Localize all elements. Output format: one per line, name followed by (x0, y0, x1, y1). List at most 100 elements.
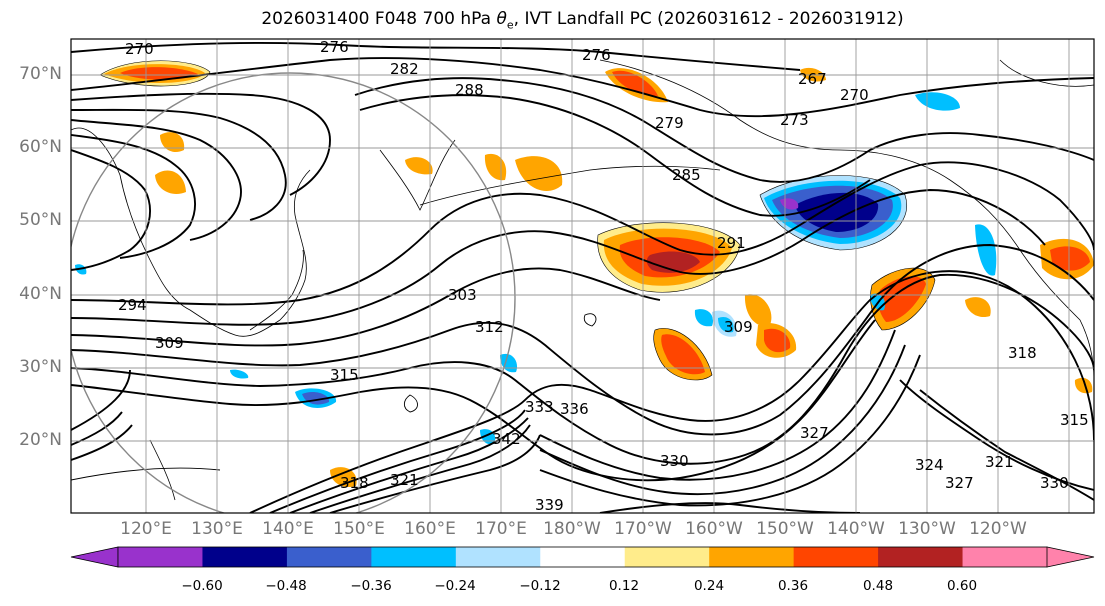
lon-label: 160°W (685, 519, 743, 539)
shade-neg (230, 369, 249, 379)
contour-label: 282 (390, 60, 419, 78)
shade-pos (155, 170, 186, 195)
shade-neg (500, 353, 518, 373)
colorbar-tick-label: 0.60 (946, 578, 978, 594)
contour-line (71, 57, 1094, 118)
colorbar-segment (455, 547, 541, 567)
contour-line (329, 434, 541, 513)
contour-label: 285 (672, 166, 701, 184)
contour-line (71, 42, 801, 71)
contour-label: 342 (492, 430, 521, 448)
shade-pos (160, 132, 185, 153)
contour-label: 318 (1008, 344, 1037, 362)
contour-line (71, 244, 1094, 436)
contour-label: 327 (945, 474, 974, 492)
colorbar-tick-label: 0.48 (862, 578, 894, 594)
colorbar-frame (117, 546, 1048, 568)
contour-line (71, 319, 876, 482)
contour-label: 291 (717, 234, 746, 252)
contour-label: 270 (840, 86, 869, 104)
lon-label: 130°W (898, 519, 956, 539)
coastline-japan (249, 249, 304, 331)
lon-label: 180°W (543, 519, 601, 539)
coastline-sea (149, 439, 176, 501)
colorbar-segment (202, 547, 288, 567)
lat-label: 50°N (19, 210, 62, 230)
contour-label: 339 (535, 496, 564, 514)
contour-labels: 270 276 282 288 276 267 270 273 279 285 … (118, 38, 1089, 514)
contour-label: 336 (560, 400, 589, 418)
shade-pos (878, 276, 926, 322)
shading-layer (75, 60, 1094, 488)
contour-label: 309 (155, 334, 184, 352)
shade-pos (120, 67, 198, 80)
contour-line (71, 108, 287, 221)
contour-line (599, 502, 861, 513)
colorbar-segment (709, 547, 795, 567)
lat-label: 40°N (19, 284, 62, 304)
coastline-asia (71, 127, 311, 337)
shading-outline (99, 60, 936, 381)
lon-label: 170°E (475, 519, 527, 539)
lon-label: 170°W (614, 519, 672, 539)
contour-line (359, 94, 871, 217)
coastline-aleutians (419, 165, 721, 206)
contour-line (269, 409, 526, 513)
colorbar-tick-label: −0.24 (434, 578, 476, 594)
contour-label: 276 (582, 46, 611, 64)
coastline-alaska (599, 59, 1094, 381)
lon-label: 140°E (262, 519, 314, 539)
shade-neg (795, 192, 879, 232)
contour-line (71, 189, 1046, 326)
colorbar-segment (540, 547, 626, 567)
lon-label: 130°E (191, 519, 243, 539)
lon-label: 120°E (120, 519, 172, 539)
lon-label: 150°W (756, 519, 814, 539)
contour-label: 276 (320, 38, 349, 56)
coastlines (71, 59, 1094, 501)
contour-line (539, 344, 906, 496)
contour-label: 309 (724, 318, 753, 336)
lon-label: 140°W (827, 519, 885, 539)
lon-label: 150°E (333, 519, 385, 539)
shade-pos (484, 153, 507, 181)
contour-line (71, 92, 331, 196)
contour-line (539, 329, 896, 481)
contour-label: 315 (1060, 411, 1089, 429)
colorbar-tick-label: 0.12 (608, 578, 640, 594)
colorbar-extend-low (70, 546, 119, 568)
contour-line (71, 369, 131, 431)
shade-pos (515, 156, 563, 192)
contour-line (71, 267, 661, 347)
contour-line (539, 354, 921, 507)
contour-label: 318 (340, 474, 369, 492)
contour-label: 330 (660, 452, 689, 470)
shade-pos (965, 297, 991, 318)
shade-neg (694, 309, 714, 327)
contour-line (71, 134, 196, 259)
shade-pos (405, 157, 433, 175)
contour-label: 312 (475, 318, 504, 336)
lon-label: 160°E (404, 519, 456, 539)
colorbar (70, 546, 1095, 568)
lon-label: 120°W (969, 519, 1027, 539)
map-frame (70, 38, 1095, 514)
shade-pos (1074, 377, 1093, 394)
shade-pos (612, 70, 658, 96)
contour-line (289, 417, 529, 513)
shade-pos (744, 294, 772, 326)
lat-label: 30°N (19, 357, 62, 377)
contour-line (71, 424, 133, 461)
shade-neg (975, 224, 997, 276)
contour-line (354, 77, 1094, 183)
shade-neg (915, 92, 960, 111)
colorbar-segment (624, 547, 710, 567)
colorbar-segment (878, 547, 964, 567)
shade-neg (718, 316, 734, 333)
contour-label: 267 (798, 70, 827, 88)
contour-label: 294 (118, 296, 147, 314)
coastline-na-west (999, 59, 1094, 87)
lat-label: 70°N (19, 64, 62, 84)
colorbar-tick-label: 0.36 (777, 578, 809, 594)
colorbar-tick-label: −0.60 (181, 578, 223, 594)
